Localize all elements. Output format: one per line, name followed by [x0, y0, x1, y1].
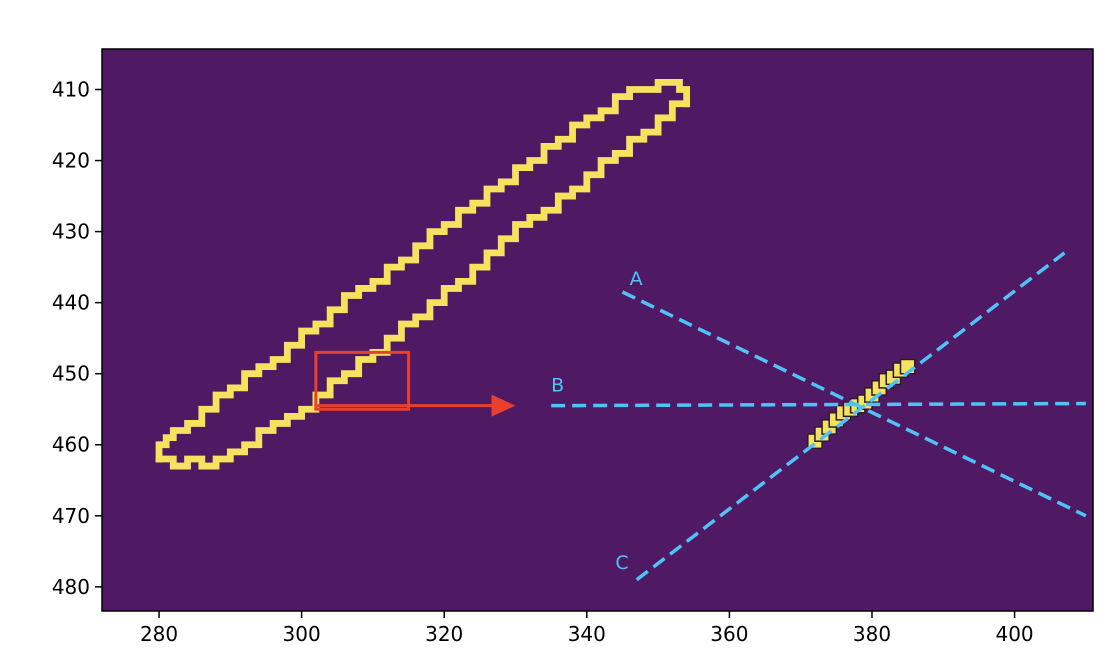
y-tick-label: 410	[52, 77, 90, 101]
y-tick-label: 420	[52, 149, 90, 173]
x-tick-label: 280	[140, 622, 178, 646]
contour-outer-edge	[155, 79, 691, 463]
x-tick-label: 320	[425, 622, 463, 646]
x-tick-label: 300	[283, 622, 321, 646]
zoom-arrow-head	[491, 394, 516, 417]
plot-frame	[101, 48, 1094, 612]
line-label-c: C	[615, 552, 628, 574]
y-tick-label: 450	[52, 362, 90, 386]
plot-background	[102, 49, 1093, 611]
x-axis: 280 300 320 340 360 380 400	[140, 611, 1034, 646]
dashed-line-b	[551, 401, 1086, 408]
x-tick-label: 340	[568, 622, 606, 646]
y-tick-label: 460	[52, 433, 90, 457]
zoom-box-rect	[314, 350, 411, 411]
line-label-a: A	[630, 268, 643, 290]
x-tick-label: 380	[853, 622, 891, 646]
x-tick-label: 360	[710, 622, 748, 646]
contour-inner-edge	[155, 100, 691, 470]
y-tick-label: 430	[52, 220, 90, 244]
y-tick-label: 480	[52, 575, 90, 599]
dashed-lines: A B C	[551, 251, 1087, 582]
object-contour	[155, 79, 691, 470]
y-axis: 410 420 430 440 450 460 470 480	[52, 77, 102, 599]
x-tick-label: 400	[995, 622, 1033, 646]
y-tick-label: 440	[52, 291, 90, 315]
dashed-line-c	[635, 251, 1066, 582]
y-tick-label: 470	[52, 504, 90, 528]
zoom-region-box	[314, 350, 516, 417]
line-label-b: B	[551, 374, 564, 396]
